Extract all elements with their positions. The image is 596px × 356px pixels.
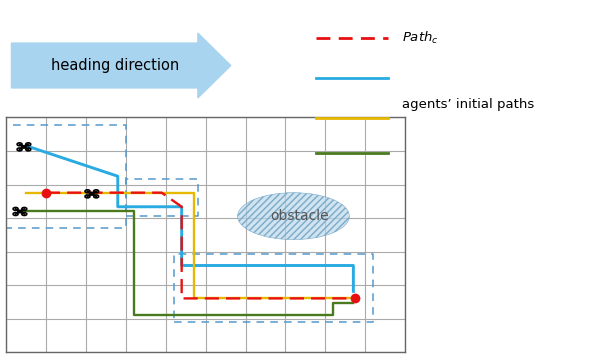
Text: $Path_c$: $Path_c$ (402, 30, 439, 46)
Text: obstacle: obstacle (270, 209, 329, 223)
Text: heading direction: heading direction (51, 58, 180, 73)
FancyArrow shape (11, 33, 231, 98)
Circle shape (18, 210, 22, 213)
Text: agents’ initial paths: agents’ initial paths (402, 98, 535, 111)
Circle shape (89, 193, 94, 195)
Ellipse shape (238, 193, 349, 240)
Circle shape (21, 146, 26, 148)
